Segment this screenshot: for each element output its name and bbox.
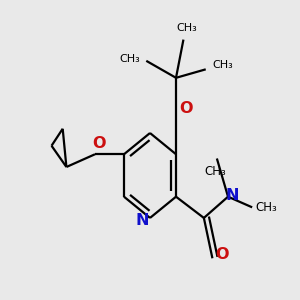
- Text: O: O: [92, 136, 106, 151]
- Text: CH₃: CH₃: [119, 54, 140, 64]
- Text: O: O: [215, 248, 229, 262]
- Text: CH₃: CH₃: [204, 165, 226, 178]
- Text: O: O: [179, 101, 193, 116]
- Text: N: N: [226, 188, 239, 203]
- Text: CH₃: CH₃: [255, 201, 277, 214]
- Text: N: N: [135, 213, 148, 228]
- Text: CH₃: CH₃: [177, 23, 197, 33]
- Text: CH₃: CH₃: [212, 60, 233, 70]
